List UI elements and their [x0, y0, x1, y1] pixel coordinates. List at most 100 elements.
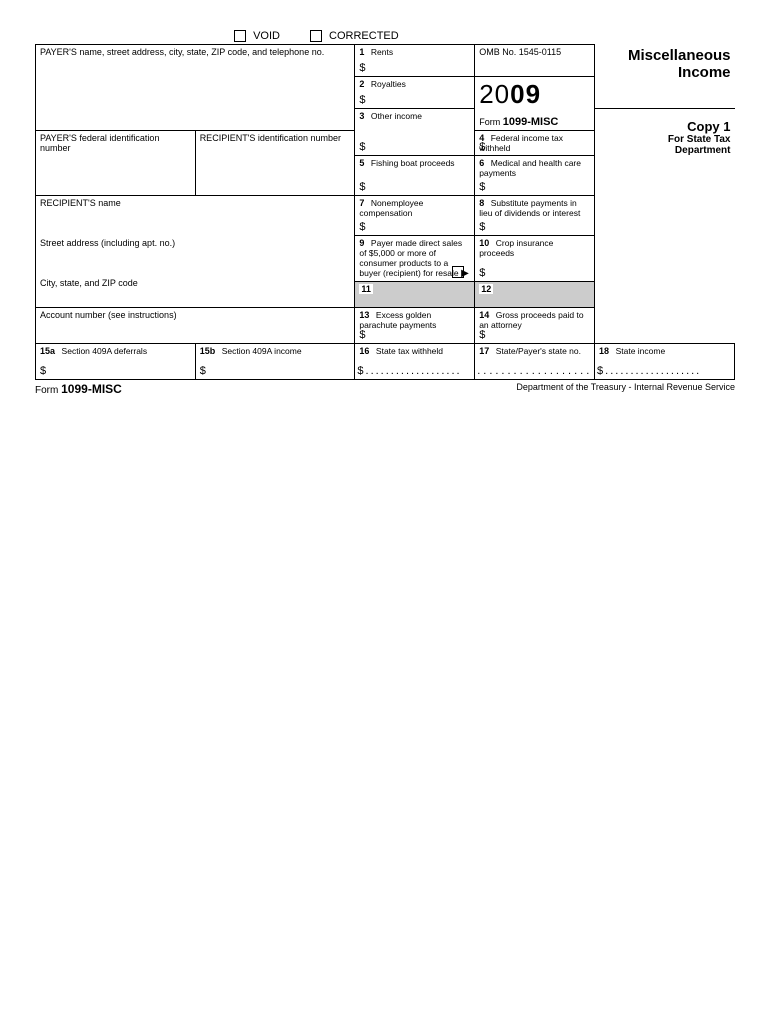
- payer-info-cell[interactable]: PAYER'S name, street address, city, stat…: [36, 45, 355, 131]
- dollar-sign: $: [200, 365, 206, 377]
- year-suffix: 09: [510, 79, 541, 109]
- box-4-fed-tax[interactable]: 4 Federal income tax withheld $: [475, 131, 595, 156]
- box-11-num: 11: [359, 284, 373, 294]
- dashed-dollar-18: $...................: [597, 365, 732, 377]
- dollar-sign: $: [359, 181, 365, 193]
- dollar-sign: $: [479, 329, 485, 341]
- corrected-checkbox[interactable]: [310, 30, 322, 42]
- form-word: Form: [479, 117, 500, 127]
- box-15a-num: 15a: [40, 346, 55, 356]
- account-number-cell[interactable]: Account number (see instructions): [36, 308, 355, 344]
- form-code: 1099-MISC: [503, 116, 559, 128]
- box-1-rents[interactable]: 1 Rents $: [355, 45, 475, 77]
- box-15b-label: Section 409A income: [222, 346, 302, 356]
- box-9-num: 9: [359, 238, 364, 248]
- city-state-zip-cell[interactable]: City, state, and ZIP code: [36, 276, 355, 308]
- footer-form-word: Form: [35, 385, 58, 396]
- footer-department: Department of the Treasury - Internal Re…: [516, 382, 735, 396]
- box-3-label: Other income: [371, 111, 422, 121]
- dashed-line-17: ....................: [477, 365, 592, 377]
- dashed-dollar-16: $...................: [357, 365, 472, 377]
- box-2-royalties[interactable]: 2 Royalties $: [355, 77, 475, 109]
- top-checkboxes: VOID CORRECTED: [234, 30, 735, 42]
- box-18-num: 18: [599, 346, 609, 356]
- void-option: VOID: [234, 30, 280, 42]
- dollar-sign: $: [359, 62, 365, 74]
- box-14-num: 14: [479, 310, 489, 320]
- void-label: VOID: [253, 30, 280, 42]
- footer-form-name: Form 1099-MISC: [35, 382, 122, 396]
- box-12-gray: 12: [475, 282, 595, 308]
- box-15a-label: Section 409A deferrals: [62, 346, 148, 356]
- box-8-substitute[interactable]: 8 Substitute payments in lieu of dividen…: [475, 196, 595, 236]
- street-label: Street address (including apt. no.): [40, 238, 175, 248]
- dollar-sign: $: [479, 221, 485, 233]
- box-6-num: 6: [479, 158, 484, 168]
- recipient-id-label: RECIPIENT'S identification number: [200, 133, 341, 143]
- box-9-checkbox[interactable]: [452, 266, 464, 278]
- box-12-num: 12: [479, 284, 493, 294]
- recipient-id-cell[interactable]: RECIPIENT'S identification number: [195, 131, 355, 196]
- box-16-label: State tax withheld: [376, 346, 443, 356]
- box-1-num: 1: [359, 47, 364, 57]
- box-3-other-income[interactable]: 3 Other income $: [355, 109, 475, 156]
- copy-cell: Copy 1 For State Tax Department: [595, 109, 735, 196]
- form-line: Form 1099-MISC: [479, 116, 590, 128]
- box-9-direct-sales[interactable]: 9 Payer made direct sales of $5,000 or m…: [355, 236, 475, 282]
- box-2-label: Royalties: [371, 79, 406, 89]
- corrected-option: CORRECTED: [310, 30, 399, 42]
- dollar-sign: $: [359, 221, 365, 233]
- payer-fed-id-cell[interactable]: PAYER'S federal identification number: [36, 131, 196, 196]
- box-10-crop[interactable]: 10 Crop insurance proceeds $: [475, 236, 595, 282]
- box-15b-num: 15b: [200, 346, 216, 356]
- box-16-state-tax[interactable]: 16 State tax withheld $.................…: [355, 344, 475, 380]
- blank-right-1: [595, 196, 735, 344]
- box-14-attorney[interactable]: 14 Gross proceeds paid to an attorney $: [475, 308, 595, 344]
- box-18-state-income[interactable]: 18 State income $...................: [595, 344, 735, 380]
- copy-number: Copy 1: [599, 119, 730, 134]
- dollar-sign: $: [479, 181, 485, 193]
- recipient-name-label: RECIPIENT'S name: [40, 198, 121, 208]
- year-form-cell: 2009 Form 1099-MISC: [475, 77, 595, 131]
- form-title-1: Miscellaneous: [599, 47, 730, 64]
- form-title-2: Income: [599, 64, 730, 81]
- footer-form-code: 1099-MISC: [61, 382, 122, 396]
- form-1099-misc-table: PAYER'S name, street address, city, stat…: [35, 44, 735, 380]
- box-9-label: Payer made direct sales of $5,000 or mor…: [359, 238, 462, 278]
- copy-sub-1: For State Tax: [599, 134, 730, 145]
- corrected-label: CORRECTED: [329, 30, 399, 42]
- street-address-cell[interactable]: Street address (including apt. no.): [36, 236, 355, 276]
- box-7-label: Nonemployee compensation: [359, 198, 423, 218]
- void-checkbox[interactable]: [234, 30, 246, 42]
- omb-cell: OMB No. 1545-0115: [475, 45, 595, 77]
- box-5-fishing[interactable]: 5 Fishing boat proceeds $: [355, 156, 475, 196]
- dollar-sign: $: [359, 94, 365, 106]
- box-17-state-no[interactable]: 17 State/Payer's state no. .............…: [475, 344, 595, 380]
- recipient-name-cell[interactable]: RECIPIENT'S name: [36, 196, 355, 236]
- box-15a-deferrals[interactable]: 15a Section 409A deferrals $: [36, 344, 196, 380]
- box-11-gray: 11: [355, 282, 475, 308]
- title-cell: Miscellaneous Income: [595, 45, 735, 109]
- box-17-label: State/Payer's state no.: [496, 346, 581, 356]
- box-13-parachute[interactable]: 13 Excess golden parachute payments $: [355, 308, 475, 344]
- form-footer: Form 1099-MISC Department of the Treasur…: [35, 382, 735, 396]
- box-6-medical[interactable]: 6 Medical and health care payments $: [475, 156, 595, 196]
- box-15b-income[interactable]: 15b Section 409A income $: [195, 344, 355, 380]
- box-18-label: State income: [616, 346, 666, 356]
- copy-sub-2: Department: [599, 145, 730, 156]
- box-13-label: Excess golden parachute payments: [359, 310, 436, 330]
- box-14-label: Gross proceeds paid to an attorney: [479, 310, 583, 330]
- box-7-nonemployee[interactable]: 7 Nonemployee compensation $: [355, 196, 475, 236]
- box-17-num: 17: [479, 346, 489, 356]
- year-prefix: 20: [479, 79, 510, 109]
- box-4-label: Federal income tax withheld: [479, 133, 563, 153]
- box-10-label: Crop insurance proceeds: [479, 238, 553, 258]
- box-5-num: 5: [359, 158, 364, 168]
- account-label: Account number (see instructions): [40, 310, 177, 320]
- box-8-num: 8: [479, 198, 484, 208]
- box-2-num: 2: [359, 79, 364, 89]
- dollar-sign: $: [479, 141, 485, 153]
- box-13-num: 13: [359, 310, 369, 320]
- dollar-sign: $: [479, 267, 485, 279]
- box-10-num: 10: [479, 238, 489, 248]
